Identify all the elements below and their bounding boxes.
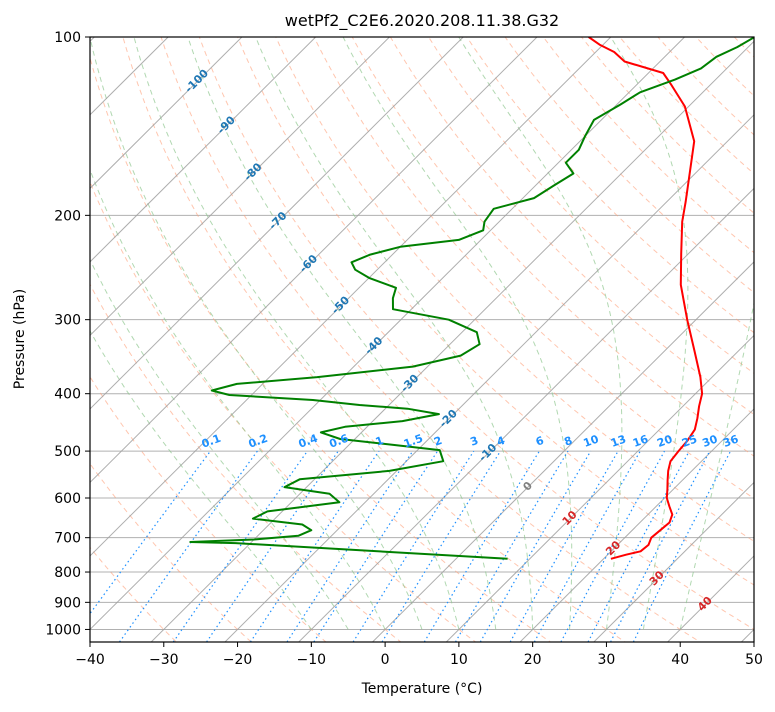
x-tick-label: 30 bbox=[598, 652, 616, 668]
y-tick-label: 600 bbox=[54, 491, 81, 507]
y-tick-label: 500 bbox=[54, 444, 81, 460]
chart-title: wetPf2_C2E6.2020.208.11.38.G32 bbox=[285, 11, 559, 31]
y-axis-label: Pressure (hPa) bbox=[12, 289, 28, 389]
y-tick-label: 1000 bbox=[45, 622, 81, 638]
x-tick-label: −30 bbox=[149, 652, 179, 668]
x-tick-label: 50 bbox=[745, 652, 763, 668]
y-tick-label: 300 bbox=[54, 313, 81, 329]
x-axis-label: Temperature (°C) bbox=[361, 681, 483, 697]
y-tick-label: 200 bbox=[54, 208, 81, 224]
x-tick-label: −20 bbox=[223, 652, 253, 668]
y-tick-label: 800 bbox=[54, 565, 81, 581]
y-tick-label: 700 bbox=[54, 531, 81, 547]
x-tick-label: −10 bbox=[297, 652, 327, 668]
x-tick-label: 20 bbox=[524, 652, 542, 668]
x-tick-label: 0 bbox=[381, 652, 390, 668]
y-tick-label: 900 bbox=[54, 595, 81, 611]
y-tick-label: 400 bbox=[54, 387, 81, 403]
x-tick-label: 40 bbox=[671, 652, 689, 668]
x-tick-label: 10 bbox=[450, 652, 468, 668]
y-tick-label: 100 bbox=[54, 30, 81, 46]
x-tick-label: −40 bbox=[75, 652, 105, 668]
